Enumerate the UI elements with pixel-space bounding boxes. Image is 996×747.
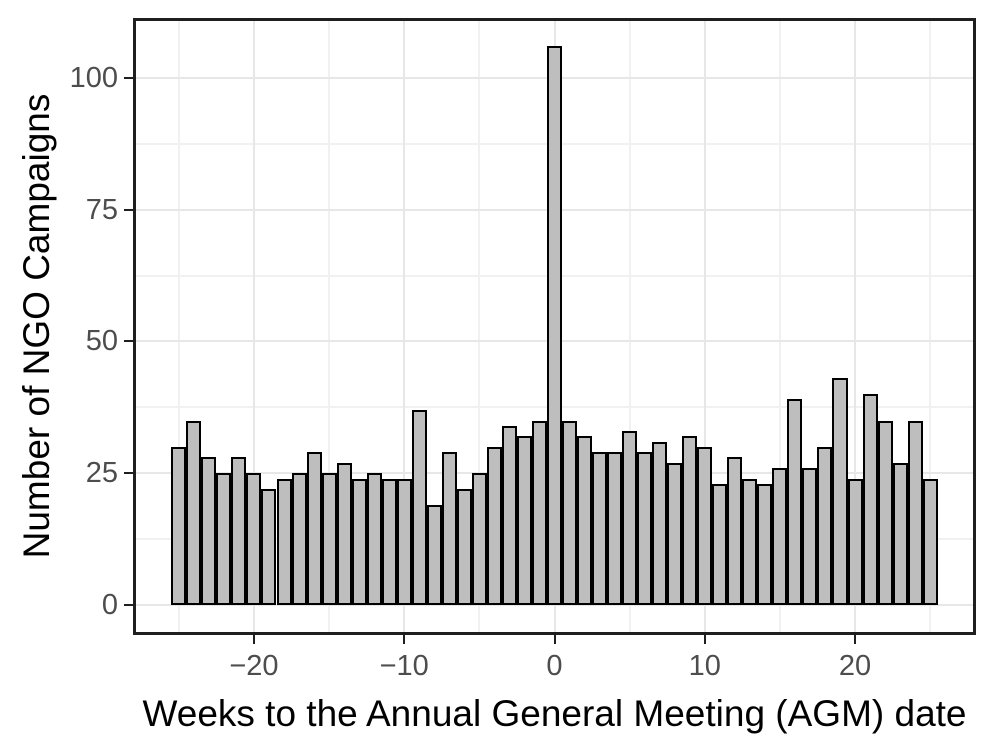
histogram-bar: [832, 378, 848, 606]
histogram-bar: [562, 420, 578, 606]
histogram-bar: [697, 446, 713, 606]
y-tick-mark: [124, 340, 133, 343]
histogram-bar: [516, 436, 532, 606]
x-tick-label: 10: [688, 650, 721, 682]
histogram-bar: [712, 483, 728, 606]
x-tick-mark: [403, 635, 406, 644]
x-major-gridline: [854, 18, 857, 635]
histogram-bar: [577, 436, 593, 606]
y-tick-label: 75: [85, 193, 118, 226]
x-axis-title: Weeks to the Annual General Meeting (AGM…: [142, 693, 967, 734]
histogram-bar: [817, 446, 833, 606]
histogram-bar: [306, 452, 322, 606]
histogram-bar: [802, 467, 818, 606]
histogram-bar: [246, 473, 262, 606]
histogram-bar: [877, 420, 893, 606]
x-tick-label: 0: [546, 650, 563, 682]
histogram-bar: [892, 462, 908, 606]
x-tick-label: −20: [229, 650, 279, 682]
histogram-bar: [862, 394, 878, 606]
histogram-bar: [396, 478, 412, 606]
y-axis-title: Number of NGO Campaigns: [16, 93, 57, 559]
histogram-bar: [742, 478, 758, 606]
histogram-bar: [501, 425, 517, 606]
histogram-bar: [456, 489, 472, 606]
x-minor-gridline: [177, 18, 180, 635]
x-major-gridline: [403, 18, 406, 635]
histogram-bar: [787, 399, 803, 606]
histogram-bar: [186, 420, 202, 606]
histogram-bar: [171, 446, 187, 606]
x-tick-mark: [553, 635, 556, 644]
x-tick-label: −10: [379, 650, 429, 682]
histogram-bar: [366, 473, 382, 606]
y-tick-mark: [124, 76, 133, 79]
x-major-gridline: [703, 18, 706, 635]
chart-panel: [133, 18, 976, 635]
histogram-bar: [336, 462, 352, 606]
histogram-bar: [231, 457, 247, 606]
histogram-bar: [351, 478, 367, 606]
histogram-bar: [411, 410, 427, 606]
y-tick-label: 50: [85, 325, 118, 358]
histogram-bar: [201, 457, 217, 606]
x-tick-mark: [854, 635, 857, 644]
histogram-bar: [637, 452, 653, 606]
histogram-bar: [381, 478, 397, 606]
y-tick-label: 25: [85, 457, 118, 490]
histogram-bar: [607, 452, 623, 606]
x-minor-gridline: [628, 18, 631, 635]
x-tick-mark: [252, 635, 255, 644]
histogram-bar: [847, 478, 863, 606]
x-tick-label: 20: [838, 650, 872, 682]
histogram-bar: [441, 452, 457, 606]
x-minor-gridline: [478, 18, 481, 635]
y-tick-mark: [124, 208, 133, 211]
histogram-bar: [682, 436, 698, 606]
histogram-bar: [531, 420, 547, 606]
x-minor-gridline: [929, 18, 932, 635]
x-minor-gridline: [778, 18, 781, 635]
histogram-bar: [426, 504, 442, 606]
histogram-bar: [652, 441, 668, 606]
y-tick-label: 100: [69, 61, 118, 94]
y-tick-mark: [124, 472, 133, 475]
y-tick-label: 0: [101, 589, 118, 622]
x-tick-mark: [703, 635, 706, 644]
histogram-bar: [321, 473, 337, 606]
histogram-bar: [276, 478, 292, 606]
histogram-bar: [772, 467, 788, 606]
histogram-bar: [216, 473, 232, 606]
histogram-bar: [471, 473, 487, 606]
histogram-bar: [486, 446, 502, 606]
histogram-bar: [592, 452, 608, 606]
y-tick-mark: [124, 604, 133, 607]
histogram-bar: [291, 473, 307, 606]
histogram-bar: [546, 46, 562, 606]
histogram-bar: [727, 457, 743, 606]
histogram-bar: [922, 478, 938, 606]
histogram-bar: [757, 483, 773, 606]
histogram-bar: [907, 420, 923, 606]
x-major-gridline: [252, 18, 255, 635]
histogram-bar: [667, 462, 683, 606]
histogram-bar: [622, 431, 638, 606]
histogram-bar: [261, 489, 277, 606]
x-minor-gridline: [328, 18, 331, 635]
